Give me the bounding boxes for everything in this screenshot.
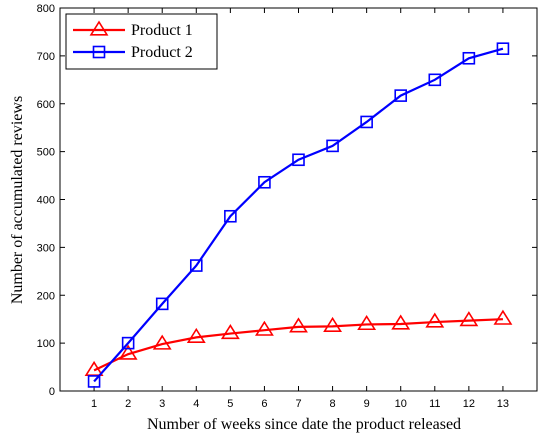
y-axis: 0 100 200 300 400 500 600 700 800 [37, 3, 537, 398]
y-tick-label: 800 [37, 3, 55, 15]
series-line [93, 318, 503, 372]
y-tick-label: 200 [37, 290, 55, 302]
data-point [186, 327, 206, 343]
x-tick-label: 10 [395, 398, 407, 410]
x-tick-label: 11 [429, 398, 440, 410]
data-point [462, 51, 476, 65]
legend-item-2: Product 2 [73, 44, 193, 61]
y-tick-label: 100 [37, 338, 55, 350]
data-point [428, 73, 442, 87]
y-tick-label: 300 [37, 242, 55, 254]
data-point [118, 344, 138, 360]
y-tick-label: 500 [37, 147, 55, 159]
data-point [189, 259, 203, 272]
x-tick-label: 9 [364, 398, 370, 410]
data-point [87, 375, 101, 388]
legend-item-1: Product 1 [73, 20, 193, 39]
y-tick-label: 600 [37, 99, 55, 111]
x-tick-label: 12 [463, 398, 475, 410]
x-tick-label: 2 [125, 398, 131, 410]
data-point [254, 320, 274, 336]
data-point [459, 311, 479, 327]
series-2 [87, 42, 510, 388]
data-point [121, 336, 135, 350]
y-axis-title: Number of accumulated reviews [9, 96, 26, 304]
legend-marker [92, 45, 106, 59]
x-tick-label: 1 [91, 398, 97, 410]
data-point [357, 314, 377, 331]
data-point [496, 42, 510, 55]
legend-box [65, 13, 218, 70]
series-line [93, 47, 504, 383]
data-point [292, 153, 305, 167]
x-tick-label: 6 [261, 398, 267, 410]
x-tick-label: 3 [159, 398, 165, 410]
data-point [326, 139, 339, 153]
data-point [425, 312, 445, 328]
y-tick-label: 0 [49, 386, 55, 398]
legend-marker [89, 20, 109, 36]
legend-label: Product 2 [131, 44, 193, 61]
data-point [289, 317, 308, 333]
data-point [224, 209, 237, 223]
x-tick-label: 5 [227, 398, 233, 410]
x-axis-title: Number of weeks since date the product r… [147, 416, 461, 433]
data-point [152, 334, 172, 350]
y-tick-label: 400 [37, 195, 55, 207]
legend-label: Product 1 [131, 22, 193, 39]
y-tick-label: 700 [37, 51, 55, 63]
data-point [360, 115, 373, 129]
data-point [394, 89, 408, 102]
x-tick-label: 7 [295, 398, 301, 410]
x-axis: 1 2 3 4 5 6 7 8 9 10 11 12 13 [91, 8, 509, 410]
data-point [220, 324, 240, 340]
x-tick-label: 4 [193, 398, 199, 410]
data-point [323, 316, 343, 332]
data-point [391, 314, 411, 330]
data-point [155, 297, 169, 311]
series-layer [84, 42, 513, 388]
legend: Product 1 Product 2 [65, 13, 218, 70]
data-point [258, 175, 271, 189]
data-point [493, 309, 513, 325]
series-1 [84, 309, 513, 377]
x-tick-label: 8 [330, 398, 336, 410]
x-tick-label: 13 [497, 398, 509, 410]
